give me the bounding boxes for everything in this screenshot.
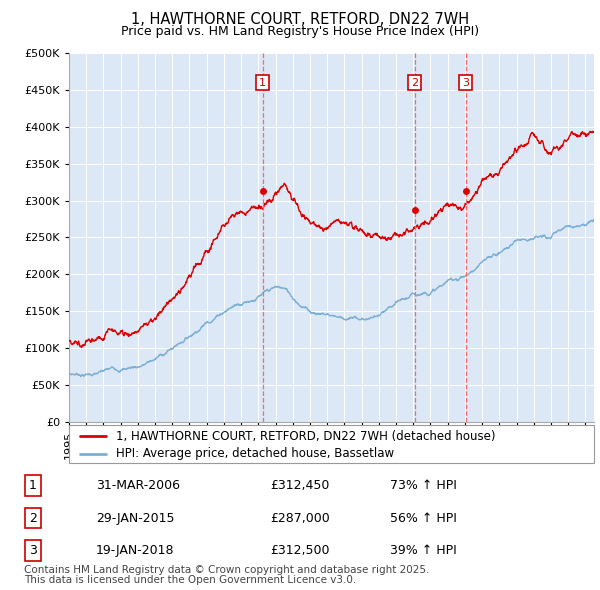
Text: 39% ↑ HPI: 39% ↑ HPI	[390, 544, 457, 557]
Text: 31-MAR-2006: 31-MAR-2006	[96, 479, 180, 492]
Text: 1: 1	[29, 479, 37, 492]
Text: £287,000: £287,000	[270, 512, 330, 525]
Text: 73% ↑ HPI: 73% ↑ HPI	[390, 479, 457, 492]
Text: This data is licensed under the Open Government Licence v3.0.: This data is licensed under the Open Gov…	[24, 575, 356, 585]
Text: HPI: Average price, detached house, Bassetlaw: HPI: Average price, detached house, Bass…	[116, 447, 394, 460]
Text: 29-JAN-2015: 29-JAN-2015	[96, 512, 175, 525]
Text: 1, HAWTHORNE COURT, RETFORD, DN22 7WH: 1, HAWTHORNE COURT, RETFORD, DN22 7WH	[131, 12, 469, 27]
Text: Contains HM Land Registry data © Crown copyright and database right 2025.: Contains HM Land Registry data © Crown c…	[24, 565, 430, 575]
Text: 2: 2	[29, 512, 37, 525]
Text: 1: 1	[259, 78, 266, 87]
Text: 2: 2	[411, 78, 418, 87]
Text: 19-JAN-2018: 19-JAN-2018	[96, 544, 175, 557]
FancyBboxPatch shape	[69, 425, 594, 463]
Text: 1, HAWTHORNE COURT, RETFORD, DN22 7WH (detached house): 1, HAWTHORNE COURT, RETFORD, DN22 7WH (d…	[116, 430, 496, 443]
Text: £312,500: £312,500	[270, 544, 329, 557]
Text: Price paid vs. HM Land Registry's House Price Index (HPI): Price paid vs. HM Land Registry's House …	[121, 25, 479, 38]
Text: £312,450: £312,450	[270, 479, 329, 492]
Text: 3: 3	[29, 544, 37, 557]
Text: 3: 3	[462, 78, 469, 87]
Text: 56% ↑ HPI: 56% ↑ HPI	[390, 512, 457, 525]
